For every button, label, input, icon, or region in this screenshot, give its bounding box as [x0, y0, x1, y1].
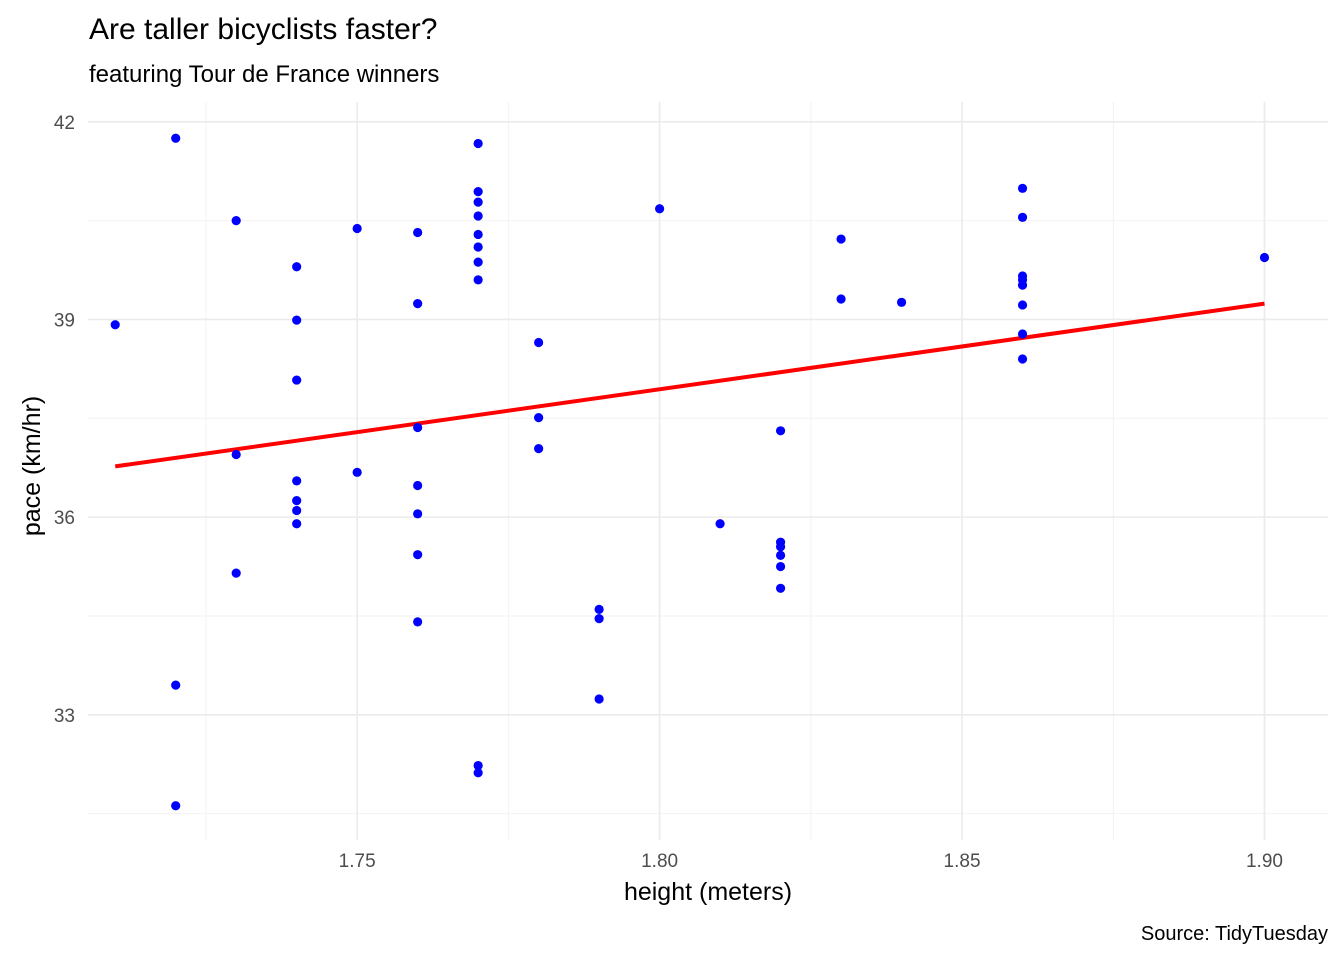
x-axis-ticks: 1.75 1.80 1.85 1.90	[339, 851, 1283, 872]
data-point	[413, 550, 423, 560]
data-point	[413, 299, 423, 309]
major-gridlines	[88, 102, 1328, 840]
data-point	[352, 223, 362, 234]
chart-subtitle: featuring Tour de France winners	[89, 61, 440, 88]
data-point	[775, 542, 786, 552]
data-point	[1017, 300, 1028, 310]
data-point	[775, 426, 786, 436]
trend-line	[114, 301, 1265, 469]
x-axis-title: height (meters)	[624, 878, 792, 906]
y-axis-title: pace (km/hr)	[18, 396, 46, 536]
data-point	[534, 413, 544, 423]
data-point	[473, 138, 483, 149]
x-tick-label: 1.90	[1246, 851, 1283, 872]
data-point	[292, 476, 302, 486]
data-point	[171, 133, 181, 143]
data-point	[231, 216, 241, 226]
y-tick-label: 42	[54, 113, 75, 134]
data-point	[292, 496, 302, 506]
x-tick-label: 1.75	[339, 851, 376, 872]
data-point	[171, 680, 181, 690]
data-point	[836, 294, 846, 304]
data-point	[473, 760, 483, 771]
data-point	[473, 275, 483, 285]
data-point	[896, 297, 907, 307]
data-point	[413, 227, 423, 238]
trend-line-layer	[114, 301, 1265, 469]
data-point	[1017, 183, 1028, 193]
data-point	[292, 519, 302, 529]
data-point	[473, 768, 483, 778]
data-point	[110, 320, 120, 330]
data-point	[594, 614, 604, 624]
data-point	[534, 337, 544, 348]
y-tick-label: 33	[54, 706, 75, 727]
data-point	[231, 568, 241, 578]
data-point	[231, 449, 241, 460]
data-point	[775, 561, 786, 572]
data-point	[413, 422, 423, 433]
data-point	[292, 315, 302, 325]
y-tick-label: 39	[54, 310, 75, 331]
data-point	[171, 801, 181, 811]
data-point	[775, 583, 786, 593]
data-point	[1017, 329, 1028, 339]
data-point	[413, 617, 423, 627]
data-point	[594, 694, 604, 704]
data-point	[655, 204, 665, 214]
x-tick-label: 1.85	[944, 851, 981, 872]
data-point	[715, 519, 725, 529]
data-point	[836, 234, 846, 244]
data-point	[352, 467, 362, 477]
data-point	[473, 211, 483, 221]
data-point	[473, 242, 483, 252]
data-point	[292, 505, 302, 516]
data-point	[775, 550, 786, 560]
data-point	[594, 604, 604, 614]
data-point	[413, 480, 423, 491]
data-point	[292, 262, 302, 272]
data-point	[473, 257, 483, 267]
data-point	[413, 509, 423, 519]
chart-title: Are taller bicyclists faster?	[89, 13, 438, 46]
y-axis-ticks: 33 36 39 42	[54, 113, 75, 727]
data-point	[1259, 252, 1270, 263]
data-point	[292, 375, 302, 385]
x-tick-label: 1.80	[641, 851, 678, 872]
chart-caption: Source: TidyTuesday	[1140, 923, 1328, 945]
y-tick-label: 36	[54, 508, 75, 529]
data-points	[110, 133, 1270, 811]
data-point	[1017, 354, 1028, 364]
data-point	[473, 229, 483, 240]
data-point	[1017, 212, 1028, 222]
data-point	[1017, 280, 1028, 290]
data-point	[534, 443, 544, 454]
data-point	[473, 197, 483, 207]
data-point	[473, 187, 483, 197]
minor-gridlines	[88, 102, 1328, 840]
